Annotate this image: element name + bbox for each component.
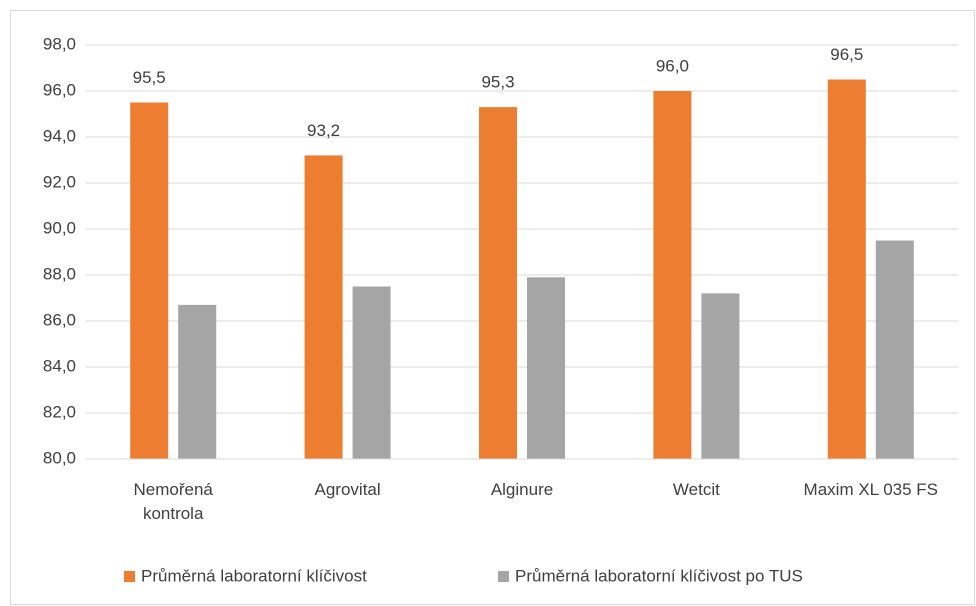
bar bbox=[178, 304, 217, 459]
bar bbox=[653, 91, 692, 459]
y-tick-label: 94,0 bbox=[43, 126, 76, 145]
legend-swatch bbox=[124, 571, 135, 582]
data-label: 95,5 bbox=[133, 68, 166, 87]
bar bbox=[304, 155, 343, 459]
data-label: 93,2 bbox=[307, 121, 340, 140]
data-label: 95,3 bbox=[481, 73, 514, 92]
bar bbox=[701, 293, 740, 459]
y-tick-label: 86,0 bbox=[43, 310, 76, 329]
bar bbox=[352, 286, 391, 459]
y-tick-label: 98,0 bbox=[43, 34, 76, 53]
y-tick-label: 84,0 bbox=[43, 356, 76, 375]
data-label: 96,5 bbox=[830, 45, 863, 64]
bar bbox=[479, 107, 517, 459]
legend-swatch bbox=[498, 571, 509, 582]
y-tick-label: 80,0 bbox=[43, 448, 76, 467]
x-tick-label: Alginure bbox=[490, 480, 554, 499]
y-tick-label: 92,0 bbox=[43, 172, 76, 191]
x-tick-label: Nemořená kontrola bbox=[133, 480, 213, 523]
x-tick-label: Maxim XL 035 FS bbox=[803, 480, 939, 499]
bar bbox=[130, 102, 169, 459]
bar bbox=[827, 79, 866, 459]
bar bbox=[527, 277, 565, 459]
x-tick-label: Wetcit bbox=[672, 480, 720, 499]
legend-label: Průměrná laboratorní klíčivost po TUS bbox=[515, 566, 803, 585]
x-tick-label: Agrovital bbox=[314, 480, 381, 499]
y-tick-label: 82,0 bbox=[43, 402, 76, 421]
legend-label: Průměrná laboratorní klíčivost bbox=[141, 566, 367, 585]
y-tick-label: 96,0 bbox=[43, 80, 76, 99]
data-label: 96,0 bbox=[656, 56, 689, 75]
bar bbox=[875, 240, 914, 459]
y-tick-label: 88,0 bbox=[43, 264, 76, 283]
y-tick-label: 90,0 bbox=[43, 218, 76, 237]
